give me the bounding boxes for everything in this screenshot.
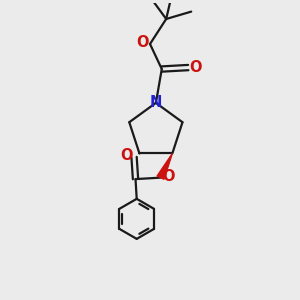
Text: O: O xyxy=(189,60,202,75)
Polygon shape xyxy=(157,154,172,179)
Text: N: N xyxy=(150,94,162,110)
Text: O: O xyxy=(137,35,149,50)
Text: O: O xyxy=(162,169,175,184)
Text: O: O xyxy=(120,148,132,163)
